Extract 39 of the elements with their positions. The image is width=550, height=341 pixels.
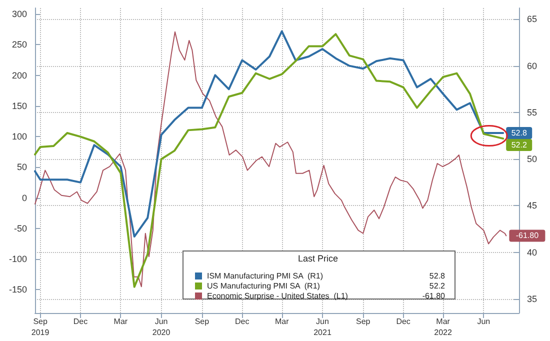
y2-tick-label: 45: [527, 200, 538, 211]
x-tick-label: Sep 2019: [31, 317, 50, 337]
y-tick-label: 150: [12, 100, 27, 111]
y2-tick-label: 55: [527, 107, 538, 118]
annotation: -61.80: [422, 292, 446, 300]
y2-tick-label: 35: [527, 294, 538, 304]
y-tick-label: 50: [16, 162, 27, 172]
x-tick-label: Jun: [477, 317, 490, 326]
x-tick-label: Jun 2021: [314, 317, 332, 337]
annotation: 52.2: [429, 282, 446, 290]
y-tick-label: 0: [22, 192, 27, 203]
annotation: 52.8: [429, 272, 446, 280]
y2-tick-label: 50: [527, 154, 538, 164]
x-tick-label: Jun 2020: [152, 317, 171, 337]
data-label: 52.2: [511, 140, 528, 150]
y-tick-label: -50: [14, 223, 27, 234]
x-tick-label: Dec: [73, 317, 88, 326]
legend-label: Economic Surprise - United States (L1): [207, 292, 348, 300]
legend-label: US Manufacturing PMI SA (R1): [207, 282, 320, 290]
y-tick-label: -100: [8, 254, 27, 264]
y-tick-label: 200: [12, 70, 27, 80]
y2-tick-label: 60: [527, 60, 538, 71]
x-tick-label: Mar: [274, 317, 290, 326]
y-tick-label: 100: [12, 132, 27, 142]
y-tick-label: -150: [8, 284, 27, 295]
x-tick-label: Dec: [234, 317, 250, 326]
data-label: 52.8: [511, 128, 528, 138]
x-tick-label: Sep: [356, 317, 371, 326]
y-tick-label: 300: [12, 9, 27, 20]
y-tick-label: 250: [12, 40, 27, 50]
x-tick-label: Dec: [396, 317, 410, 326]
legend-title: Last Price: [298, 254, 338, 264]
y2-tick-label: 40: [527, 247, 538, 258]
data-label: -61.80: [516, 231, 540, 240]
x-tick-label: Mar: [114, 317, 128, 326]
y2-tick-label: 65: [527, 14, 538, 24]
x-tick-label: Mar 2022: [434, 317, 452, 337]
legend-label: ISM Manufacturing PMI SA (R1): [207, 272, 324, 280]
x-tick-label: Sep: [194, 317, 210, 326]
